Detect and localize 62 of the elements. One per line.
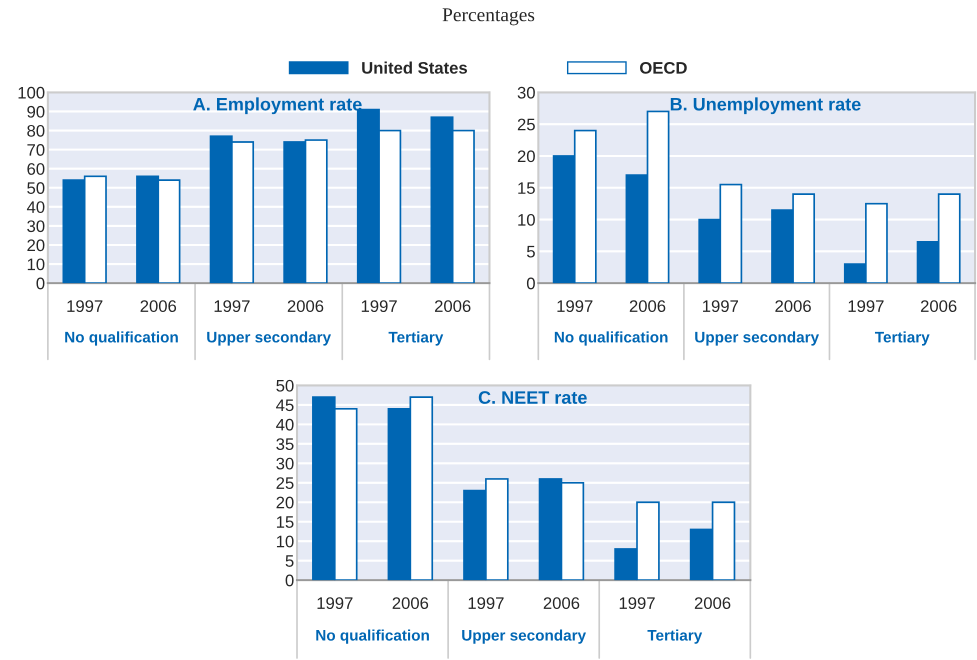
chart-title: B. Unemployment rate [670,97,861,114]
legend-label: United States [362,62,467,74]
x-tick-label: 2006 [392,597,428,610]
x-tick-label: 2006 [920,300,956,312]
text: Upper secondary [695,331,820,346]
text: No qualification [316,629,429,644]
y-tick-label: 40 [276,418,294,431]
y-tick-label: 0 [36,278,44,290]
y-tick-label: 0 [526,278,535,290]
y-tick-label: 45 [276,399,294,412]
y-tick-label: 10 [28,258,44,270]
y-tick-label: 80 [27,124,44,137]
x-tick-label: 2006 [694,597,730,610]
y-tick-label: 70 [27,144,44,156]
y-tick-label: 30 [518,86,535,99]
text: Upper secondary [207,331,331,346]
y-tick-label: 30 [276,458,294,470]
text: Upper secondary [462,629,586,644]
y-tick-label: 25 [276,477,294,489]
y-tick-label: 35 [276,438,294,450]
x-tick-label: 1997 [318,597,352,610]
x-tick-label: 2006 [544,597,580,610]
x-tick-label: 1997 [362,300,397,312]
chart-title: C. NEET rate [478,391,587,404]
y-tick-label: 25 [518,118,535,130]
x-tick-label: 2006 [288,300,324,312]
legend-label: OECD [640,62,687,74]
y-tick-label: 10 [518,214,535,226]
y-tick-label: 5 [286,555,294,567]
x-tick-label: 1997 [214,300,250,312]
y-tick-label: 15 [518,182,535,194]
x-tick-label: 1997 [67,300,102,312]
x-tick-label: 2006 [140,300,176,312]
y-tick-label: 20 [276,496,294,508]
x-tick-label: 2006 [630,300,666,312]
x-tick-label: 2006 [434,300,470,312]
x-tick-label: 1997 [468,597,504,610]
y-tick-label: 100 [18,86,44,99]
x-tick-label: 2006 [775,300,811,312]
text: Tertiary [388,331,444,346]
chart-title: A. Employment rate [193,97,362,114]
y-tick-label: 50 [276,380,294,392]
x-tick-label: 1997 [848,300,884,312]
y-tick-label: 10 [276,536,294,548]
x-tick-label: 1997 [557,300,592,312]
y-tick-label: 20 [518,150,535,162]
y-tick-label: 15 [276,516,294,528]
y-tick-label: 90 [27,106,44,118]
text: No qualification [65,331,178,346]
y-tick-label: 5 [526,246,535,258]
y-tick-label: 40 [26,201,44,214]
chart-subtitle: Percentages [442,8,534,26]
x-tick-label: 1997 [620,597,655,610]
x-tick-label: 1997 [703,300,738,312]
y-tick-label: 20 [27,239,44,252]
y-tick-label: 30 [27,220,44,232]
text: Tertiary [647,629,702,644]
y-tick-label: 0 [286,574,294,586]
y-tick-label: 50 [27,182,44,194]
text: No qualification [554,331,668,346]
y-tick-label: 60 [27,163,44,175]
text: Tertiary [874,331,930,346]
